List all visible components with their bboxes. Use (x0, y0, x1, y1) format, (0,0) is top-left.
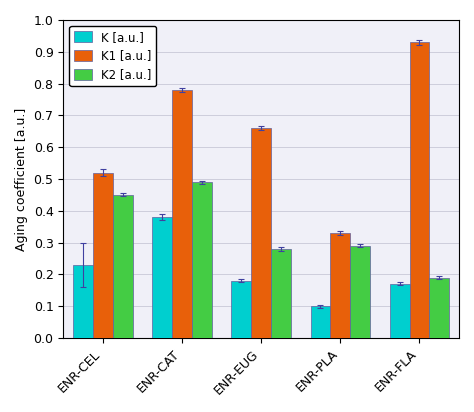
Bar (93, 173, 113, 338)
Bar (310, 306, 330, 338)
Bar (271, 249, 291, 338)
Legend: K [a.u.], K1 [a.u.], K2 [a.u.]: K [a.u.], K1 [a.u.], K2 [a.u.] (69, 26, 156, 86)
Bar (152, 217, 172, 338)
Bar (172, 90, 192, 338)
Bar (429, 278, 449, 338)
Bar (231, 281, 251, 338)
Bar (330, 233, 350, 338)
Bar (390, 284, 410, 338)
Bar (251, 128, 271, 338)
Bar (192, 182, 212, 338)
Bar (350, 246, 370, 338)
Bar (410, 42, 429, 338)
Bar (73, 265, 93, 338)
Bar (113, 195, 133, 338)
Y-axis label: Aging coefficient [a.u.]: Aging coefficient [a.u.] (15, 108, 28, 250)
